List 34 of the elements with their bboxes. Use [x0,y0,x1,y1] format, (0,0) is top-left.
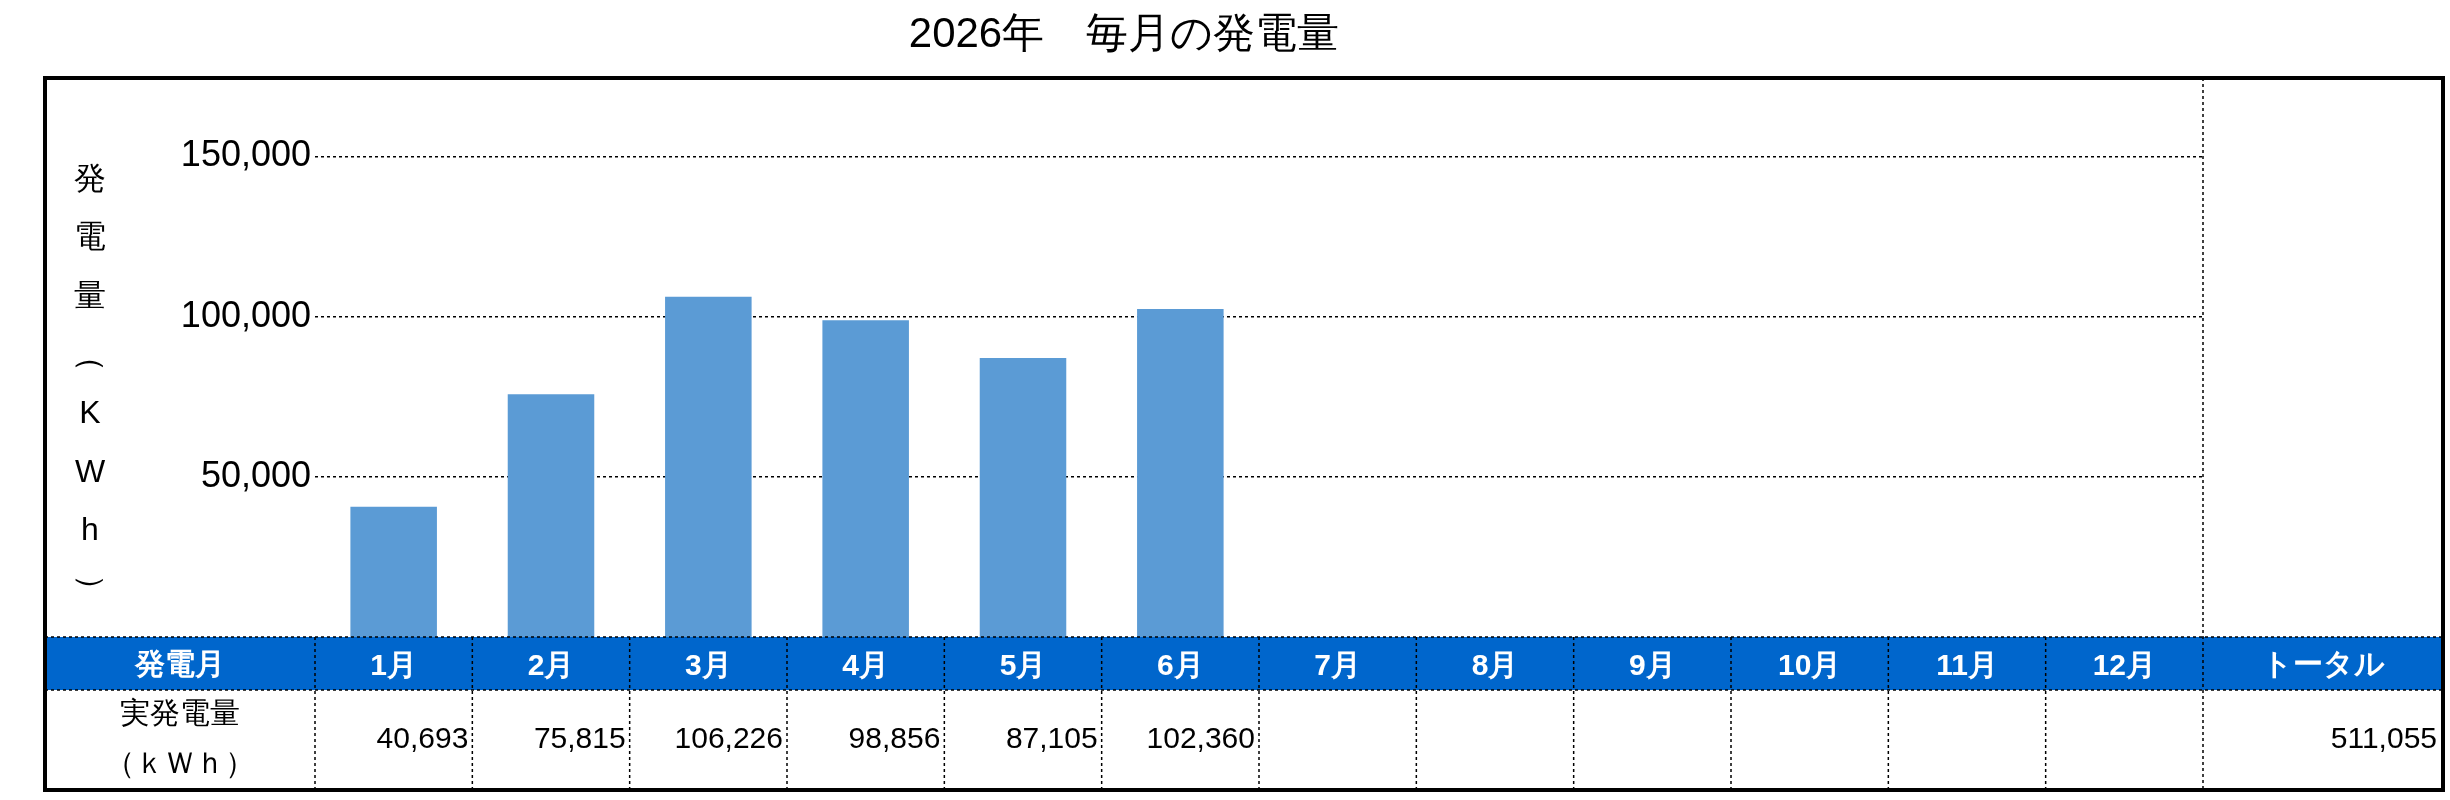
x-tick-label: 3月 [684,648,732,682]
data-label: 40,693 [376,721,469,755]
y-axis-title: 発電量（KWh） [74,159,111,606]
y-tick-label: 150,000 [180,133,311,175]
text: トータル [2261,646,2385,680]
data-label: 98,856 [848,721,941,755]
text: 発電月 [134,646,225,680]
y-tick-label: 100,000 [180,293,311,335]
bar [822,320,909,637]
data-label: 102,360 [1146,721,1255,755]
bar [665,296,752,637]
x-tick-label: 2月 [527,648,575,682]
data-label: 106,226 [674,721,783,755]
x-tick-label: 7月 [1314,648,1362,682]
bar [350,506,437,637]
x-tick-label: 12月 [2092,648,2157,682]
x-tick-label: 5月 [999,648,1047,682]
y-tick-label: 50,000 [200,453,311,495]
text: （ｋＷｈ） [105,746,255,780]
x-tick-label: 6月 [1156,648,1204,682]
x-tick-label: 11月 [1936,648,1998,682]
data-label: 75,815 [533,721,626,755]
x-tick-label: 4月 [842,648,890,682]
bar [1137,309,1224,637]
x-tick-label: 1月 [370,648,418,682]
x-tick-label: 8月 [1471,648,1519,682]
x-tick-label: 9月 [1628,648,1676,682]
x-tick-label: 10月 [1777,648,1842,682]
text: 実発電量 [120,696,240,730]
bar [507,394,595,637]
data-label: 87,105 [1005,721,1098,755]
text: 511,055 [2330,721,2437,755]
chart-title: 2026年 毎月の発電量 [908,8,1340,56]
bar [979,357,1067,637]
